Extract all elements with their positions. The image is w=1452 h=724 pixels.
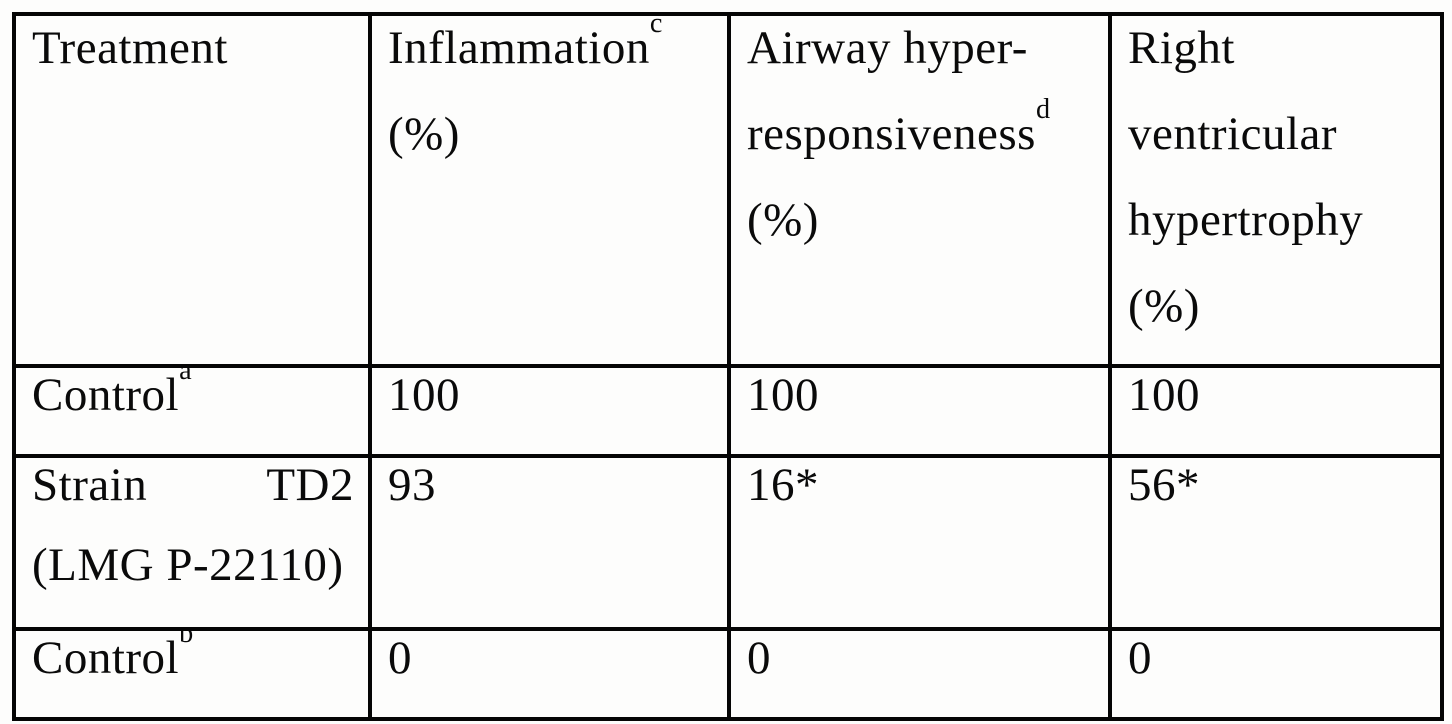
- header-airway-unit: (%): [747, 194, 819, 246]
- footnote-marker-a: a: [179, 366, 192, 386]
- cell-strain-td2-rvh: 56*: [1108, 454, 1444, 631]
- header-airway-label-line2: responsivenessd: [747, 93, 1051, 160]
- header-airway-label-line1: Airway hyper-: [747, 22, 1028, 74]
- cell-strain-td2-airway: 16*: [727, 454, 1112, 631]
- cell-value: 100: [747, 369, 819, 421]
- treatment-results-table: Treatment Inflammationc (%) Airway hyper…: [12, 12, 1444, 721]
- header-inflammation-unit: (%): [388, 108, 460, 160]
- row-label-strain: Strain: [32, 459, 148, 511]
- header-cell-inflammation: Inflammationc (%): [368, 12, 731, 368]
- cell-value: 56*: [1128, 459, 1200, 511]
- row-label: Control: [32, 632, 180, 684]
- table-row-control-b: Controlb 0 0 0: [12, 627, 1444, 721]
- header-rvh-label-line1: Right: [1128, 22, 1235, 74]
- cell-control-a-airway: 100: [727, 364, 1112, 458]
- cell-control-b-label: Controlb: [12, 627, 372, 721]
- cell-control-a-rvh: 100: [1108, 364, 1444, 458]
- header-rvh-unit: (%): [1128, 280, 1200, 332]
- header-cell-rvh: Right ventricular hypertrophy (%): [1108, 12, 1444, 368]
- row-label-lmg: (LMG P-22110): [32, 539, 344, 591]
- cell-value: 93: [388, 459, 436, 511]
- row-label: Control: [32, 369, 180, 421]
- header-rvh-label-line3: hypertrophy: [1128, 194, 1364, 246]
- cell-control-b-rvh: 0: [1108, 627, 1444, 721]
- cell-value: 0: [388, 632, 412, 684]
- header-cell-airway: Airway hyper- responsivenessd (%): [727, 12, 1112, 368]
- cell-strain-td2-inflammation: 93: [368, 454, 731, 631]
- cell-value: 0: [747, 632, 771, 684]
- header-cell-treatment: Treatment: [12, 12, 372, 368]
- header-treatment-label: Treatment: [32, 22, 228, 74]
- cell-value: 16*: [747, 459, 819, 511]
- cell-control-a-label: Controla: [12, 364, 372, 458]
- row-label-td2: TD2: [266, 459, 354, 511]
- cell-value: 100: [1128, 369, 1200, 421]
- footnote-marker-d: d: [1035, 93, 1051, 125]
- table-header-row: Treatment Inflammationc (%) Airway hyper…: [12, 12, 1444, 368]
- cell-value: 100: [388, 369, 460, 421]
- header-inflammation-label: Inflammationc: [388, 18, 713, 106]
- header-rvh-label-line2: ventricular: [1128, 108, 1338, 160]
- cell-control-b-inflammation: 0: [368, 627, 731, 721]
- cell-control-b-airway: 0: [727, 627, 1112, 721]
- table-row-strain-td2: Strain TD2 (LMG P-22110) 93 16* 56*: [12, 454, 1444, 631]
- cell-control-a-inflammation: 100: [368, 364, 731, 458]
- cell-strain-td2-label: Strain TD2 (LMG P-22110): [12, 454, 372, 631]
- footnote-marker-b: b: [179, 629, 194, 649]
- footnote-marker-c: c: [649, 14, 663, 39]
- cell-value: 0: [1128, 632, 1152, 684]
- table-row-control-a: Controla 100 100 100: [12, 364, 1444, 458]
